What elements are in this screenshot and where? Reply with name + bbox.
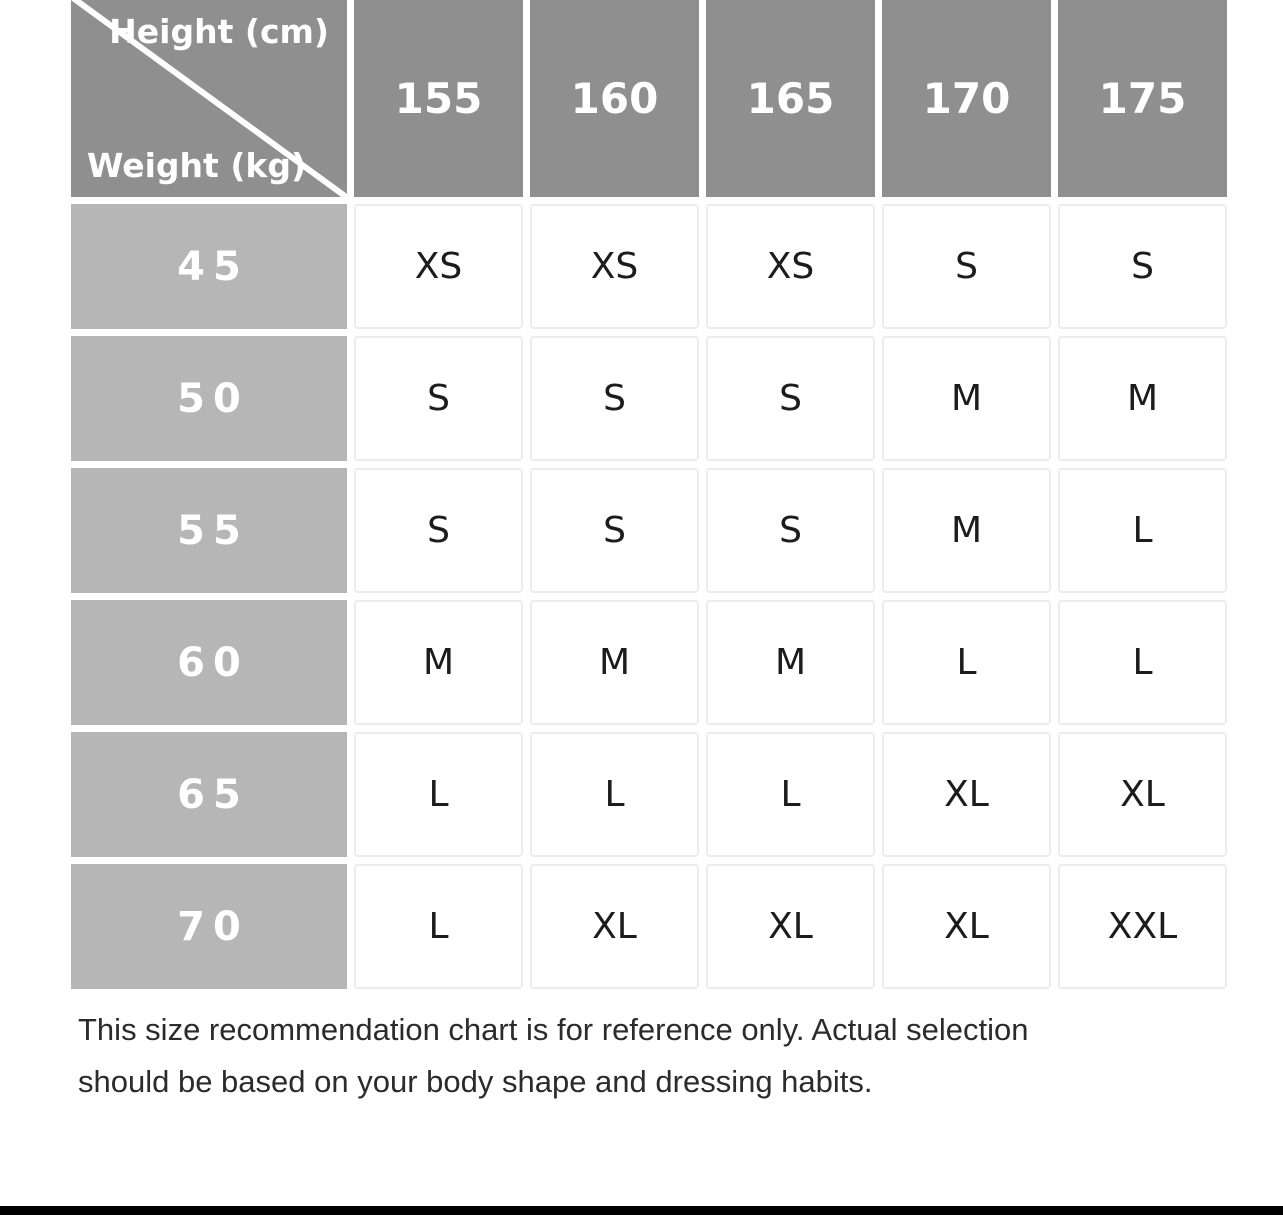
size-cell-65-155: L bbox=[354, 732, 523, 857]
size-cell-65-165: L bbox=[706, 732, 875, 857]
column-header-155: 155 bbox=[354, 0, 523, 197]
size-cell-55-165: S bbox=[706, 468, 875, 593]
disclaimer-note: This size recommendation chart is for re… bbox=[78, 1004, 1228, 1108]
height-axis-label-line1: Height bbox=[109, 12, 234, 51]
size-cell-70-165: XL bbox=[706, 864, 875, 989]
size-cell-65-160: L bbox=[530, 732, 699, 857]
row-header-45: 45 bbox=[71, 204, 347, 329]
row-header-65: 65 bbox=[71, 732, 347, 857]
disclaimer-note-line1: This size recommendation chart is for re… bbox=[78, 1012, 1029, 1047]
weight-axis-label: Weight (kg) bbox=[87, 142, 306, 189]
size-cell-50-170: M bbox=[882, 336, 1051, 461]
row-header-60: 60 bbox=[71, 600, 347, 725]
column-header-160: 160 bbox=[530, 0, 699, 197]
size-cell-60-175: L bbox=[1058, 600, 1227, 725]
size-cell-70-160: XL bbox=[530, 864, 699, 989]
size-cell-65-170: XL bbox=[882, 732, 1051, 857]
size-cell-50-160: S bbox=[530, 336, 699, 461]
height-axis-label: Height (cm) bbox=[109, 8, 329, 55]
size-cell-45-175: S bbox=[1058, 204, 1227, 329]
row-header-50: 50 bbox=[71, 336, 347, 461]
size-cell-70-175: XXL bbox=[1058, 864, 1227, 989]
size-cell-55-170: M bbox=[882, 468, 1051, 593]
size-cell-50-155: S bbox=[354, 336, 523, 461]
height-axis-label-line2: (cm) bbox=[244, 12, 329, 51]
diagonal-divider-line bbox=[71, 0, 347, 197]
column-header-175: 175 bbox=[1058, 0, 1227, 197]
size-cell-55-155: S bbox=[354, 468, 523, 593]
table-corner-cell: Height (cm) Weight (kg) bbox=[71, 0, 347, 197]
size-cell-45-170: S bbox=[882, 204, 1051, 329]
size-cell-60-160: M bbox=[530, 600, 699, 725]
size-cell-55-160: S bbox=[530, 468, 699, 593]
bottom-bar bbox=[0, 1206, 1283, 1215]
size-cell-70-155: L bbox=[354, 864, 523, 989]
size-cell-55-175: L bbox=[1058, 468, 1227, 593]
size-cell-50-165: S bbox=[706, 336, 875, 461]
row-header-55: 55 bbox=[71, 468, 347, 593]
size-cell-45-155: XS bbox=[354, 204, 523, 329]
size-cell-65-175: XL bbox=[1058, 732, 1227, 857]
column-header-170: 170 bbox=[882, 0, 1051, 197]
size-cell-50-175: M bbox=[1058, 336, 1227, 461]
size-cell-60-170: L bbox=[882, 600, 1051, 725]
size-cell-60-155: M bbox=[354, 600, 523, 725]
disclaimer-note-line2: should be based on your body shape and d… bbox=[78, 1064, 873, 1099]
size-cell-45-165: XS bbox=[706, 204, 875, 329]
size-chart-table: Height (cm) Weight (kg) 155 160 165 170 … bbox=[71, 0, 1227, 989]
row-header-70: 70 bbox=[71, 864, 347, 989]
column-header-165: 165 bbox=[706, 0, 875, 197]
size-cell-45-160: XS bbox=[530, 204, 699, 329]
weight-axis-label-line1: Weight bbox=[87, 146, 219, 185]
size-cell-60-165: M bbox=[706, 600, 875, 725]
weight-axis-label-line2: (kg) bbox=[230, 146, 307, 185]
size-cell-70-170: XL bbox=[882, 864, 1051, 989]
